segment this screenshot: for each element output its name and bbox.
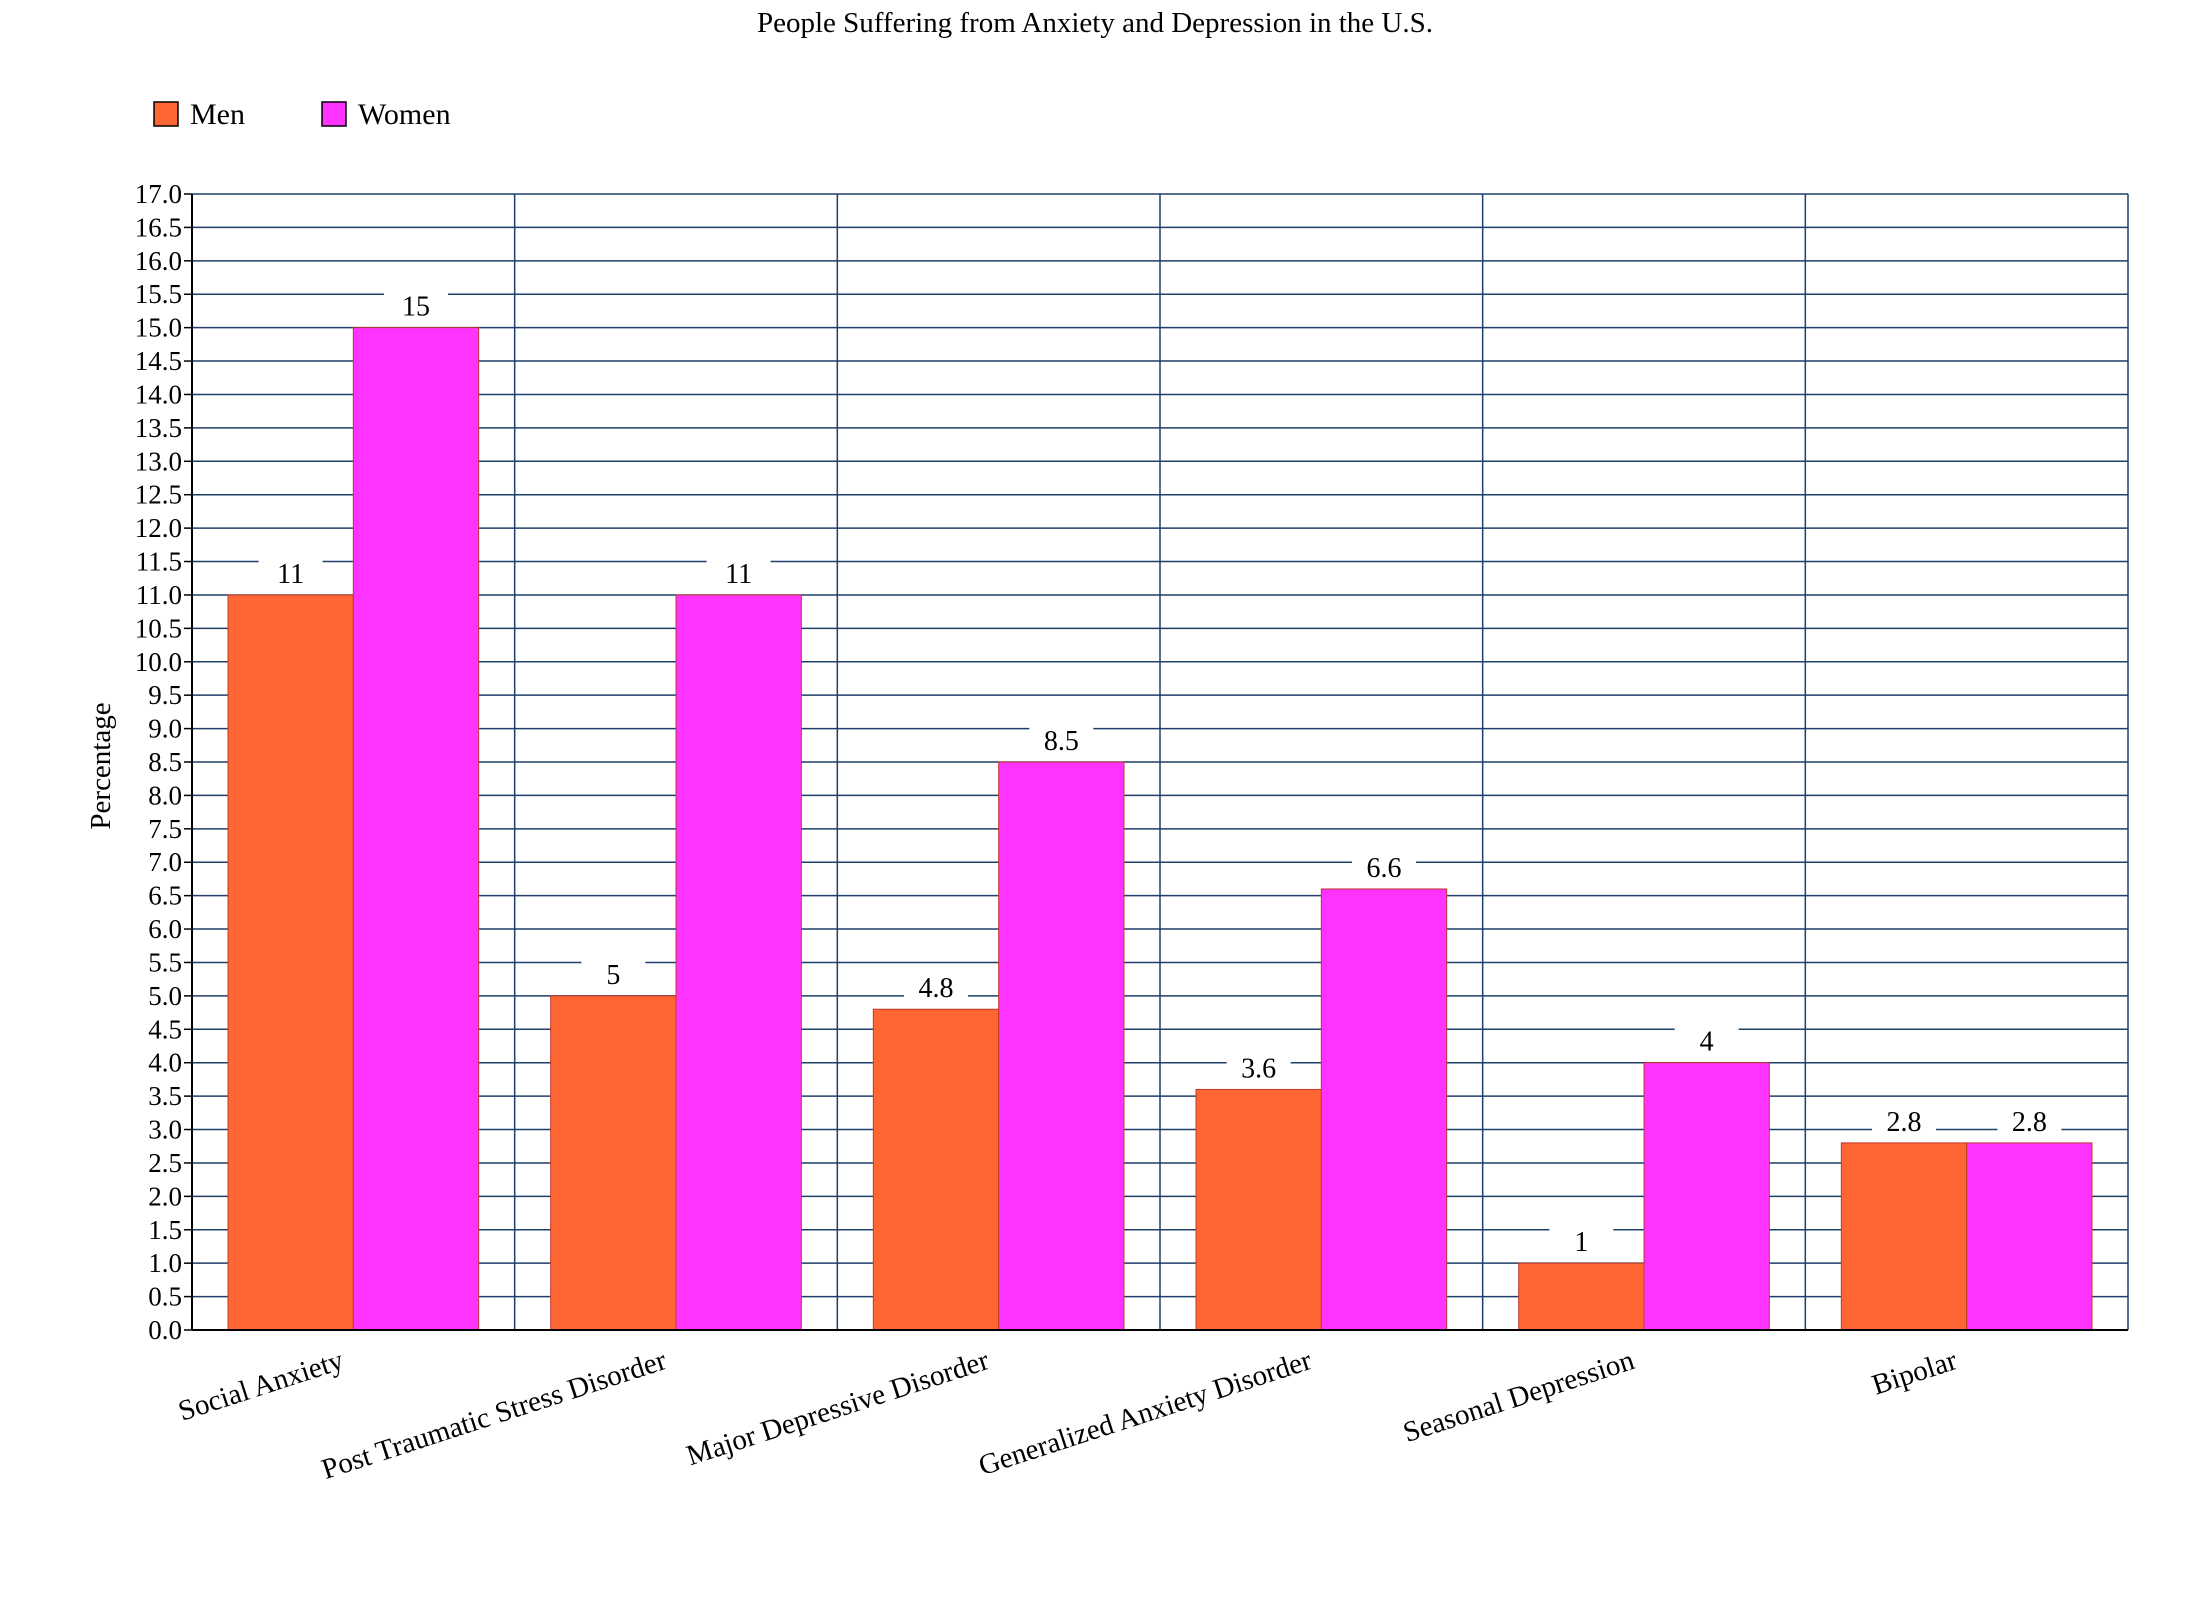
y-tick-label: 16.0 <box>135 246 182 276</box>
y-tick-label: 14.0 <box>135 379 182 409</box>
y-tick-label: 10.0 <box>135 647 182 677</box>
data-label: 2.8 <box>1887 1107 1922 1138</box>
legend-label: Women <box>358 98 451 131</box>
y-tick-label: 15.0 <box>135 313 182 343</box>
data-label: 4 <box>1700 1027 1714 1058</box>
y-tick-label: 11.0 <box>136 580 182 610</box>
y-tick-label: 3.0 <box>148 1115 182 1145</box>
y-tick-label: 13.5 <box>135 413 182 443</box>
grid <box>192 193 2129 1330</box>
y-tick-label: 15.5 <box>135 279 182 309</box>
y-tick-label: 7.5 <box>148 814 182 844</box>
data-label-box <box>1352 844 1416 885</box>
bar <box>1195 1088 1322 1331</box>
y-tick-label: 1.5 <box>148 1215 182 1245</box>
y-tick-label: 6.0 <box>148 914 182 944</box>
data-label: 5 <box>606 960 620 991</box>
data-label-box <box>581 951 646 992</box>
data-label-box <box>384 283 448 324</box>
x-tick-label: Seasonal Depression <box>1399 1344 1638 1449</box>
bar <box>1320 888 1448 1331</box>
data-label-box <box>1549 1219 1614 1260</box>
data-label: 2.8 <box>2012 1107 2047 1138</box>
data-label: 15 <box>402 292 430 323</box>
bar <box>1518 1262 1645 1331</box>
bar <box>1840 1142 1968 1331</box>
y-tick-label: 8.0 <box>148 780 182 810</box>
y-tick-label: 11.5 <box>136 547 182 577</box>
data-label-box <box>258 550 323 591</box>
bar <box>352 327 480 1331</box>
y-tick-label: 5.5 <box>148 947 182 977</box>
bar <box>1966 1142 2093 1331</box>
y-tick-label: 17.0 <box>135 179 182 209</box>
y-tick-label: 2.0 <box>148 1181 182 1211</box>
bar <box>1643 1062 1770 1331</box>
data-label-box <box>904 965 968 1006</box>
data-label-box <box>1872 1098 1936 1139</box>
data-label: 1 <box>1574 1227 1588 1258</box>
y-tick-label: 0.0 <box>148 1315 182 1345</box>
x-tick-label: Bipolar <box>1868 1344 1961 1401</box>
legend-swatch <box>321 101 347 127</box>
data-label-box <box>1674 1018 1739 1059</box>
data-labels: 11 5 4.8 3.6 1 2.8 15 11 8.5 6.6 4 2.8 <box>258 283 2062 1260</box>
y-tick-label: 4.5 <box>148 1014 182 1044</box>
legend: Men Women <box>153 98 451 131</box>
data-label-box <box>1029 718 1094 758</box>
data-label: 6.6 <box>1367 853 1402 884</box>
bar <box>998 761 1125 1331</box>
chart-title: People Suffering from Anxiety and Depres… <box>757 7 1433 39</box>
x-tick-label: Generalized Anxiety Disorder <box>975 1344 1316 1482</box>
bars <box>227 327 2093 1331</box>
bar <box>227 594 354 1331</box>
data-label-box <box>706 550 771 591</box>
y-tick-label: 9.0 <box>148 714 182 744</box>
y-tick-label: 10.5 <box>135 613 182 643</box>
y-tick-label: 12.5 <box>135 480 182 510</box>
data-label: 11 <box>725 559 752 590</box>
y-tick-label: 6.5 <box>148 881 182 911</box>
bar <box>550 995 677 1331</box>
y-tick-label: 4.0 <box>148 1048 182 1078</box>
y-tick-label: 1.0 <box>148 1248 182 1278</box>
data-label-box <box>1997 1098 2062 1139</box>
data-label-box <box>1226 1045 1291 1086</box>
data-label: 4.8 <box>919 973 954 1004</box>
y-tick-label: 16.5 <box>135 212 182 242</box>
bar <box>675 594 802 1331</box>
y-axis-ticks: 0.00.5 1.01.5 2.02.53.0 3.54.0 4.55.0 5.56.06… <box>135 179 192 1345</box>
x-tick-label: Social Anxiety <box>174 1344 348 1428</box>
data-label: 8.5 <box>1044 726 1079 757</box>
bar <box>872 1008 1000 1331</box>
x-tick-label: Post Traumatic Stress Disorder <box>318 1344 671 1486</box>
y-tick-label: 5.0 <box>148 981 182 1011</box>
data-label: 3.6 <box>1241 1053 1276 1084</box>
y-tick-label: 0.5 <box>148 1282 182 1312</box>
y-tick-label: 8.5 <box>148 747 182 777</box>
y-tick-label: 2.5 <box>148 1148 182 1178</box>
y-tick-label: 12.0 <box>135 513 182 543</box>
legend-label: Men <box>190 98 245 131</box>
y-tick-label: 14.5 <box>135 346 182 376</box>
x-tick-label: Major Depressive Disorder <box>683 1344 993 1472</box>
y-tick-label: 13.0 <box>135 446 182 476</box>
y-tick-label: 3.5 <box>148 1081 182 1111</box>
y-tick-label: 9.5 <box>148 680 182 710</box>
data-label: 11 <box>277 559 304 590</box>
y-tick-label: 7.0 <box>148 847 182 877</box>
legend-swatch <box>153 101 179 127</box>
y-axis-label: Percentage <box>85 702 117 829</box>
